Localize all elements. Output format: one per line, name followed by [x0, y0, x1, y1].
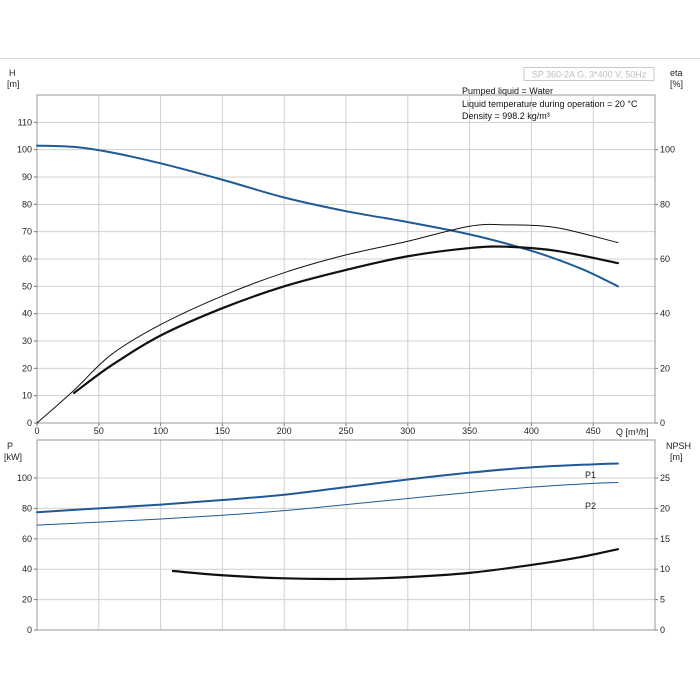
y-tick-label-left: 0: [27, 625, 32, 635]
x-tick-label: 300: [400, 426, 415, 436]
y-tick-label-left: 80: [22, 199, 32, 209]
y-tick-label-left: 20: [22, 595, 32, 605]
x-axis-label: Q [m³/h]: [616, 427, 649, 437]
y-tick-label-left: 30: [22, 336, 32, 346]
y-tick-label-left: 100: [17, 145, 32, 155]
y-tick-label-left: 20: [22, 363, 32, 373]
plot-frame: [36, 439, 656, 631]
upper-left-axis: 0 10 20 30 40 50 60 70 80 90 100 110: [17, 117, 37, 428]
y-tick-label-left: 60: [22, 534, 32, 544]
lower-right-axis-label-unit: [m]: [670, 452, 683, 462]
lower-right-axis: 0 5 10 15 20 25: [655, 473, 670, 635]
y-tick-label-left: 50: [22, 281, 32, 291]
y-tick-label-right: 20: [660, 363, 670, 373]
y-tick-label-right: 20: [660, 503, 670, 513]
series-label-p2: P2: [585, 501, 596, 511]
lower-left-axis-label-unit: [kW]: [4, 452, 22, 462]
series-label-p1: P1: [585, 470, 596, 480]
y-tick-label-right: 10: [660, 564, 670, 574]
upper-plot-grid: [37, 95, 655, 423]
note-liquid-temperature: Liquid temperature during operation = 20…: [462, 99, 638, 109]
y-tick-label-right: 5: [660, 595, 665, 605]
upper-right-axis-label-unit: [%]: [670, 79, 683, 89]
chart-title: SP 360-2A G, 3*400 V, 50Hz: [532, 70, 647, 80]
series-3-line: [72, 245, 620, 395]
y-tick-label-left: 110: [18, 117, 32, 127]
y-tick-label-left: 0: [27, 418, 32, 428]
x-tick-label: 200: [277, 426, 292, 436]
lower-left-axis: 0 20 40 60 80 100: [17, 473, 37, 635]
lower-plot-frame: [36, 439, 656, 631]
lower-plot-grid: [37, 440, 655, 630]
y-tick-label-left: 100: [17, 473, 32, 483]
upper-right-axis-label-symbol: eta: [670, 68, 683, 78]
x-tick-label: 350: [462, 426, 477, 436]
y-tick-label-left: 40: [22, 309, 32, 319]
y-tick-label-right: 15: [660, 534, 670, 544]
operating-conditions-notes: Pumped liquid = Water Liquid temperature…: [462, 86, 638, 121]
series-p1-line: [36, 462, 619, 514]
upper-series: [36, 144, 620, 424]
x-tick-label: 150: [215, 426, 230, 436]
y-tick-label-right: 0: [660, 418, 665, 428]
chart-title-box: SP 360-2A G, 3*400 V, 50Hz: [523, 67, 655, 81]
y-tick-label-right: 80: [660, 199, 670, 209]
y-tick-label-left: 80: [22, 503, 32, 513]
series-2-line: [36, 223, 619, 424]
y-tick-label-right: 40: [660, 309, 670, 319]
x-tick-label: 400: [524, 426, 539, 436]
lower-left-axis-label-symbol: P: [7, 441, 13, 451]
lower-right-axis-label-symbol: NPSH: [666, 441, 691, 451]
upper-right-axis: 0 20 40 60 80 100: [655, 145, 675, 428]
y-tick-label-left: 60: [22, 254, 32, 264]
upper-x-axis: 0 50 100 150 200 250 300 350 400 450: [34, 423, 601, 436]
series-1-line: [36, 144, 619, 288]
y-tick-label-left: 90: [22, 172, 32, 182]
upper-left-axis-label-unit: [m]: [7, 79, 20, 89]
y-tick-label-left: 40: [22, 564, 32, 574]
y-tick-label-right: 60: [660, 254, 670, 264]
series-p2-line: [36, 482, 619, 526]
y-tick-label-right: 25: [660, 473, 670, 483]
y-tick-label-left: 10: [22, 391, 32, 401]
note-density: Density = 998.2 kg/m³: [462, 111, 550, 121]
y-tick-label-right: 0: [660, 625, 665, 635]
series-3-line: [171, 548, 620, 581]
x-tick-label: 0: [34, 426, 39, 436]
x-tick-label: 450: [586, 426, 601, 436]
x-tick-label: 250: [338, 426, 353, 436]
y-tick-label-right: 100: [660, 145, 675, 155]
x-tick-label: 50: [94, 426, 104, 436]
upper-left-axis-label-symbol: H: [9, 68, 16, 78]
lower-series: [36, 462, 620, 581]
y-tick-label-left: 70: [22, 227, 32, 237]
x-tick-label: 100: [153, 426, 168, 436]
note-pumped-liquid: Pumped liquid = Water: [462, 86, 553, 96]
